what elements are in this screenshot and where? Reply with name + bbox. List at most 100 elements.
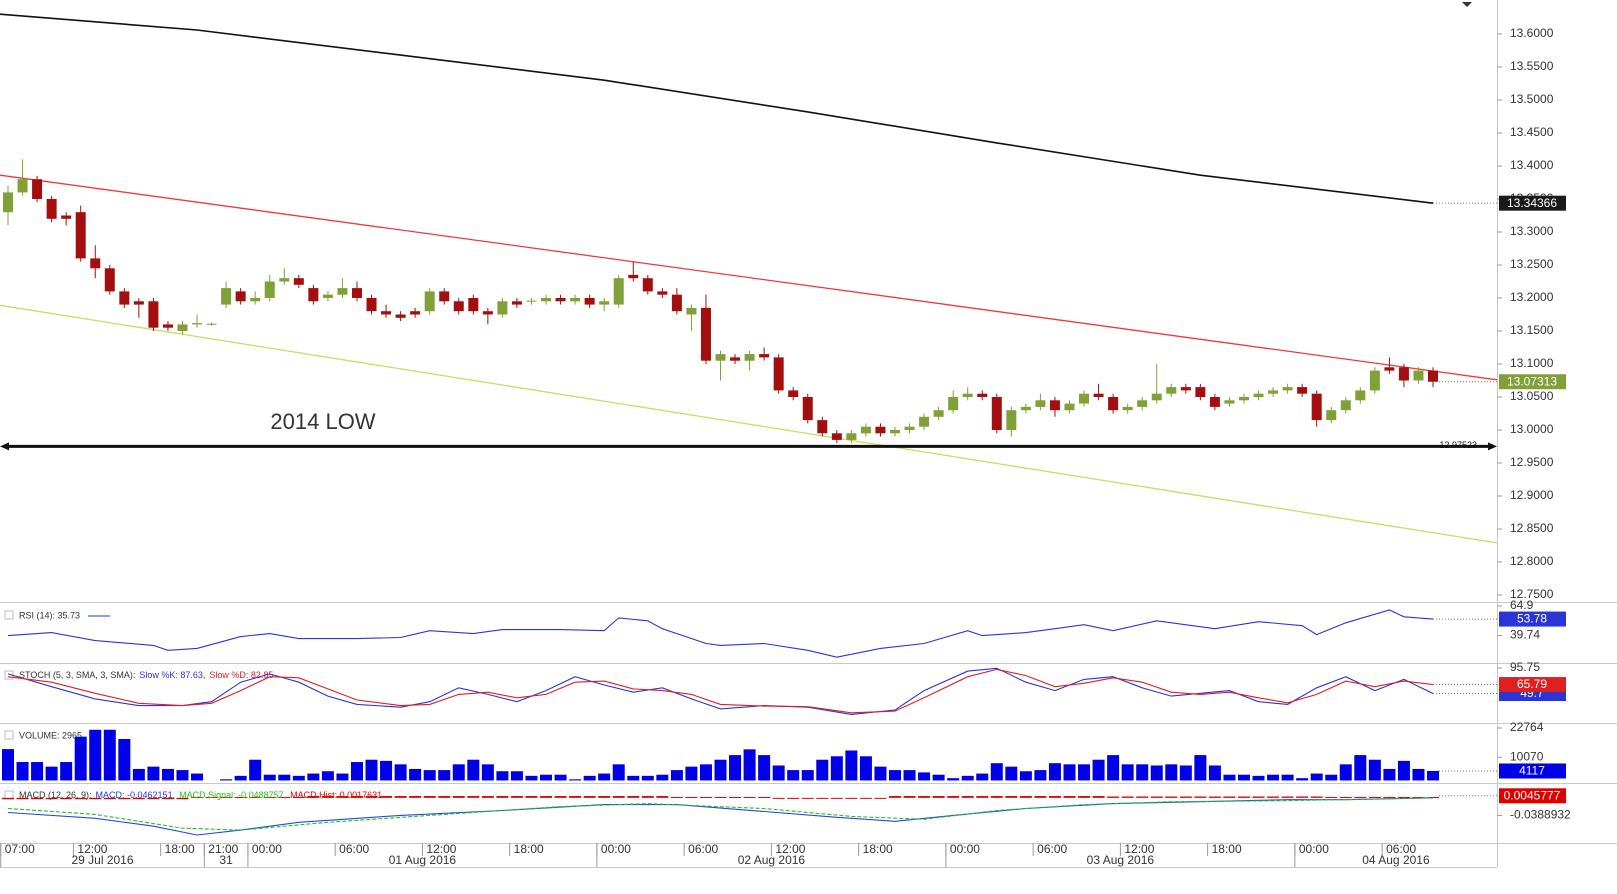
macd-hist [118, 797, 131, 800]
macd-hist [1339, 796, 1352, 798]
legend: MACD (12, 26, 9): MACD: -0.0462151, MACD S… [19, 790, 382, 800]
volume-bar [1063, 764, 1076, 781]
candle-body [904, 426, 915, 430]
volume-bar [569, 779, 582, 781]
x-tick-label: 00:00 [601, 842, 631, 856]
volume-bar [1208, 765, 1221, 781]
volume-bar [583, 775, 596, 781]
candle-body [613, 278, 624, 305]
candle-body [424, 291, 435, 312]
candle-body [759, 354, 770, 358]
macd-hist [467, 796, 480, 798]
candle-body [337, 288, 348, 295]
y-tick-label: 13.1500 [1510, 323, 1554, 337]
volume-bar [889, 770, 902, 781]
volume-bar [1194, 755, 1207, 781]
value-box [1499, 374, 1566, 390]
candle-body [1166, 387, 1177, 394]
volume-bar [1354, 755, 1367, 781]
volume-bar [467, 759, 480, 781]
candle-body [366, 297, 377, 312]
menu-arrow[interactable] [1462, 2, 1472, 7]
macd-hist [365, 796, 378, 798]
volume-bar [1092, 759, 1105, 781]
volume-bar [1383, 768, 1396, 781]
volume-bar [1136, 764, 1149, 781]
candle-body [177, 324, 188, 331]
candle-body [46, 198, 57, 219]
volume-bar [380, 760, 393, 781]
legend-part: MACD: -0.0462151, [96, 790, 176, 800]
macd-hist [438, 796, 451, 798]
candle-body [192, 323, 203, 325]
volume-bar [409, 768, 422, 781]
candle-body [1428, 370, 1439, 382]
macd-hist [74, 797, 87, 800]
macd-hist [1281, 796, 1294, 798]
moving-average [0, 13, 1434, 204]
volume-bar [961, 775, 974, 781]
candle-body [817, 420, 828, 434]
trendline [0, 304, 1498, 544]
x-tick-label: 00:00 [950, 842, 980, 856]
volume-bar [1267, 774, 1280, 781]
candle-body [439, 291, 450, 302]
candle-body [991, 396, 1002, 430]
macd-hist [859, 797, 872, 799]
candle-body [2, 192, 13, 213]
candle-body [948, 396, 959, 411]
macd-hist [1005, 796, 1018, 798]
candle-body [642, 278, 653, 292]
y-tick-label: 13.4500 [1510, 125, 1554, 139]
macd-hist [830, 797, 843, 799]
candle-body [1180, 387, 1191, 391]
candle-body [1079, 393, 1090, 404]
macd-hist [31, 797, 44, 800]
candle-body [1355, 390, 1366, 401]
macd-hist [103, 797, 116, 800]
candle-body [468, 297, 479, 312]
macd-line [7, 797, 1434, 836]
y-tick-label: 13.1000 [1510, 356, 1554, 370]
y-tick-label: 13.6000 [1510, 26, 1554, 40]
macd-hist [1354, 796, 1367, 798]
volume-bar [699, 764, 712, 781]
macd-hist [1383, 796, 1396, 798]
candle-body [61, 215, 72, 219]
candle-body [1253, 393, 1264, 397]
volume-bar [714, 759, 727, 781]
volume-bar [554, 774, 567, 781]
macd-hist [1223, 796, 1236, 798]
macd-hist [729, 796, 742, 798]
volume-bar [510, 771, 523, 781]
macd-hist [1136, 796, 1149, 798]
candle-body [32, 179, 43, 199]
volume-bar [787, 770, 800, 781]
x-tick-label: 00:00 [1299, 842, 1329, 856]
volume-bar [307, 773, 320, 781]
candle-body [1122, 406, 1133, 411]
candle-body [148, 301, 159, 328]
candle-body [977, 393, 988, 397]
volume-bar [292, 775, 305, 781]
macd-hist [1150, 796, 1163, 798]
macd-hist [743, 796, 756, 798]
panel-checkbox [4, 610, 14, 620]
volume-bar [729, 755, 742, 781]
candle-body [1020, 406, 1031, 411]
macd-hist [161, 797, 174, 800]
volume-bar [118, 738, 131, 781]
x-tick-label: 06:00 [1386, 842, 1416, 856]
volume-bar [161, 768, 174, 781]
candle-body [293, 278, 304, 285]
volume-bar [1281, 774, 1294, 781]
value-box [1499, 788, 1566, 804]
x-tick-label: 06:00 [339, 842, 369, 856]
macd-hist [452, 796, 465, 798]
y-tick-label: 12.9000 [1510, 488, 1554, 502]
macd-hist [1179, 796, 1192, 798]
volume-bar [481, 764, 494, 781]
macd-hist [1310, 796, 1323, 798]
candle-body [1384, 367, 1395, 371]
